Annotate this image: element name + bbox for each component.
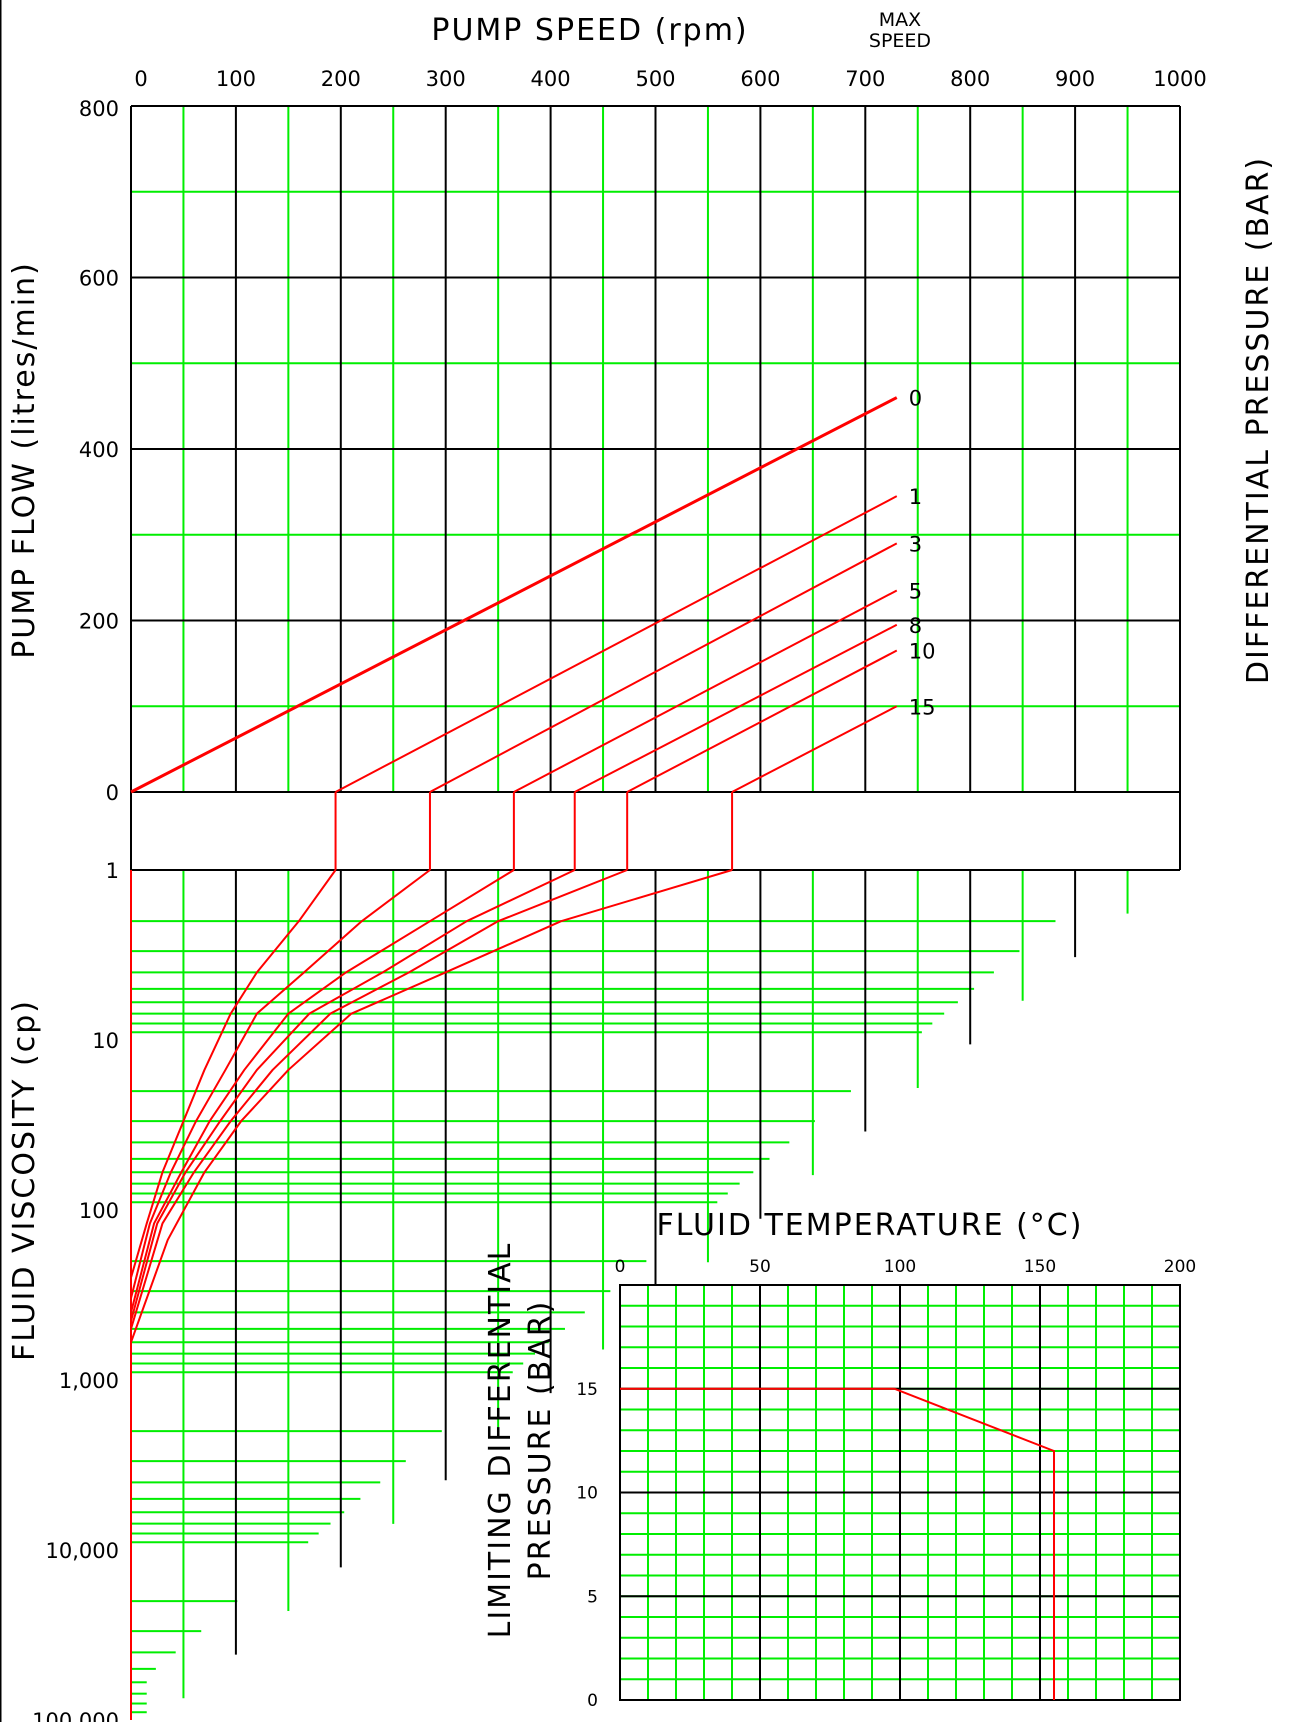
flow-curve-3-bar	[429, 542, 898, 793]
flow-tick-label: 0	[106, 781, 119, 805]
pressure-curve-label: 1	[909, 485, 922, 509]
viscosity-tick-label: 10	[92, 1029, 119, 1053]
viscosity-curve-1-bar	[130, 869, 337, 1278]
pump-flow-axis-label: PUMP FLOW (litres/min)	[7, 261, 42, 659]
viscosity-curve-5-bar	[130, 869, 515, 1313]
flow-tick-label: 200	[79, 610, 119, 634]
flow-curve-1-bar	[335, 495, 898, 793]
limiting-pressure-tick-label: 15	[576, 1380, 598, 1400]
flow-curve-10-bar	[626, 649, 898, 793]
flow-curve-0-bar	[130, 396, 898, 794]
viscosity-tick-label: 10,000	[46, 1539, 119, 1563]
grid-layer	[131, 106, 1180, 1714]
speed-tick-label: 0	[134, 67, 147, 91]
limiting-pressure-tick-label: 0	[587, 1691, 598, 1711]
speed-tick-label: 200	[321, 67, 361, 91]
pressure-curve-label: 3	[909, 532, 922, 556]
flow-tick-label: 800	[79, 97, 119, 121]
temperature-tick-label: 150	[1024, 1257, 1056, 1277]
limiting-pressure-tick-label: 10	[576, 1484, 598, 1504]
speed-tick-label: 500	[635, 67, 675, 91]
speed-tick-label: 300	[426, 67, 466, 91]
temperature-tick-label: 0	[615, 1257, 626, 1277]
viscosity-tick-label: 1	[106, 859, 119, 883]
limiting-pressure-axis-label-line-1: LIMITING DIFFERENTIAL	[483, 1242, 518, 1639]
viscosity-tick-label: 100	[79, 1199, 119, 1223]
limiting-pressure-tick-label: 5	[587, 1587, 598, 1607]
flow-curve-15-bar	[731, 705, 898, 793]
viscosity-curve-8-bar	[130, 869, 576, 1322]
speed-tick-label: 800	[950, 67, 990, 91]
temperature-tick-label: 200	[1164, 1257, 1196, 1277]
speed-tick-label: 900	[1055, 67, 1095, 91]
speed-tick-label: 1000	[1153, 67, 1206, 91]
viscosity-curve-15-bar	[130, 869, 733, 1343]
fluid-temperature-title: FLUID TEMPERATURE (°C)	[657, 1208, 1084, 1243]
pressure-curve-label: 0	[909, 387, 922, 411]
speed-tick-label: 600	[740, 67, 780, 91]
pressure-curve-label: 10	[909, 640, 936, 664]
viscosity-curve-3-bar	[130, 869, 431, 1299]
pressure-curve-label: 8	[909, 614, 922, 638]
speed-tick-label: 100	[216, 67, 256, 91]
max-speed-label-line-1: MAX	[879, 9, 921, 31]
inset-frame	[619, 1284, 1181, 1701]
flow-curve-5-bar	[513, 589, 898, 793]
differential-pressure-axis-label: DIFFERENTIAL PRESSURE (BAR)	[1241, 156, 1276, 684]
temperature-tick-label: 50	[749, 1257, 771, 1277]
label-layer: PUMP SPEED (rpm) MAX SPEED PUMP FLOW (li…	[7, 9, 1276, 1722]
viscosity-tick-label: 100,000	[32, 1709, 119, 1722]
flow-tick-label: 400	[79, 438, 119, 462]
curve-layer	[130, 396, 1055, 1720]
fluid-viscosity-axis-label: FLUID VISCOSITY (cp)	[7, 999, 42, 1361]
pressure-curve-label: 15	[909, 695, 936, 719]
flow-curve-8-bar	[574, 623, 898, 793]
limiting-pressure-axis-label-line-2: PRESSURE (BAR)	[523, 1300, 558, 1581]
speed-tick-label: 400	[531, 67, 571, 91]
pressure-curve-label: 5	[909, 579, 922, 603]
flow-tick-label: 600	[79, 267, 119, 291]
viscosity-tick-label: 1,000	[59, 1369, 119, 1393]
viscosity-curve-10-bar	[130, 869, 628, 1330]
limiting-pressure-curve	[620, 1387, 1055, 1700]
chart-title: PUMP SPEED (rpm)	[431, 13, 748, 48]
speed-tick-label: 700	[845, 67, 885, 91]
max-speed-label-line-2: SPEED	[869, 30, 931, 52]
temperature-tick-label: 100	[884, 1257, 916, 1277]
